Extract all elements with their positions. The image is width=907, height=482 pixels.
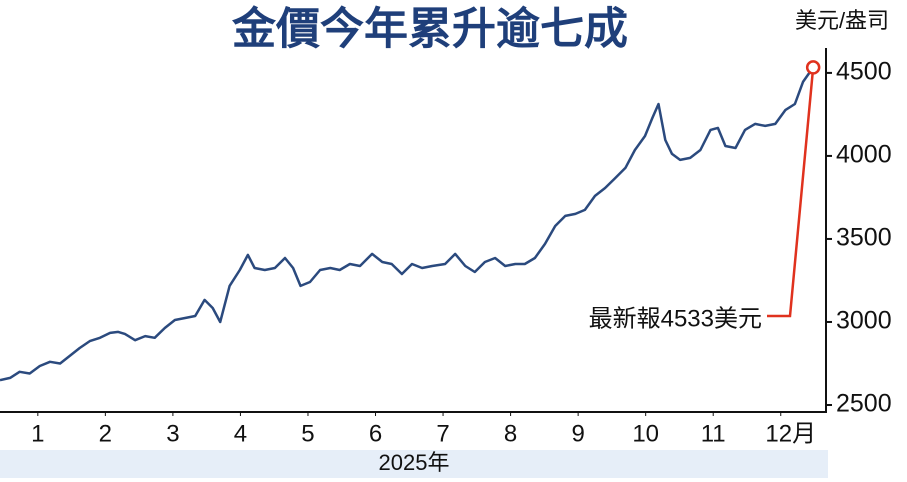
year-band (0, 450, 828, 478)
annotation-leader (767, 67, 815, 318)
y-tick-label: 2500 (836, 390, 892, 418)
chart-title: 金價今年累升逾七成 (231, 5, 628, 54)
x-tick-label: 6 (369, 420, 382, 447)
x-tick-label: 2 (99, 420, 112, 447)
x-axis-label: 2025年 (379, 450, 450, 475)
x-tick-label: 5 (301, 420, 314, 447)
x-tick-label: 9 (571, 420, 584, 447)
x-tick-label: 12月 (765, 420, 816, 447)
y-tick-label: 4500 (836, 58, 892, 86)
y-tick-label: 3500 (836, 224, 892, 252)
y-tick-label: 4000 (836, 141, 892, 169)
y-axis-label: 美元/盎司 (795, 8, 889, 33)
x-tick-label: 11 (701, 420, 726, 447)
x-tick-label: 8 (504, 420, 517, 447)
x-tick-label: 1 (31, 420, 44, 447)
x-tick-label: 7 (436, 420, 449, 447)
annotation: 最新報4533美元 (589, 305, 762, 332)
x-tick-label: 10 (632, 420, 659, 447)
x-tick-label: 4 (234, 420, 247, 447)
x-tick-label: 3 (166, 420, 179, 447)
price-line (0, 66, 815, 382)
latest-marker (805, 60, 821, 75)
y-tick-label: 3000 (836, 307, 892, 335)
